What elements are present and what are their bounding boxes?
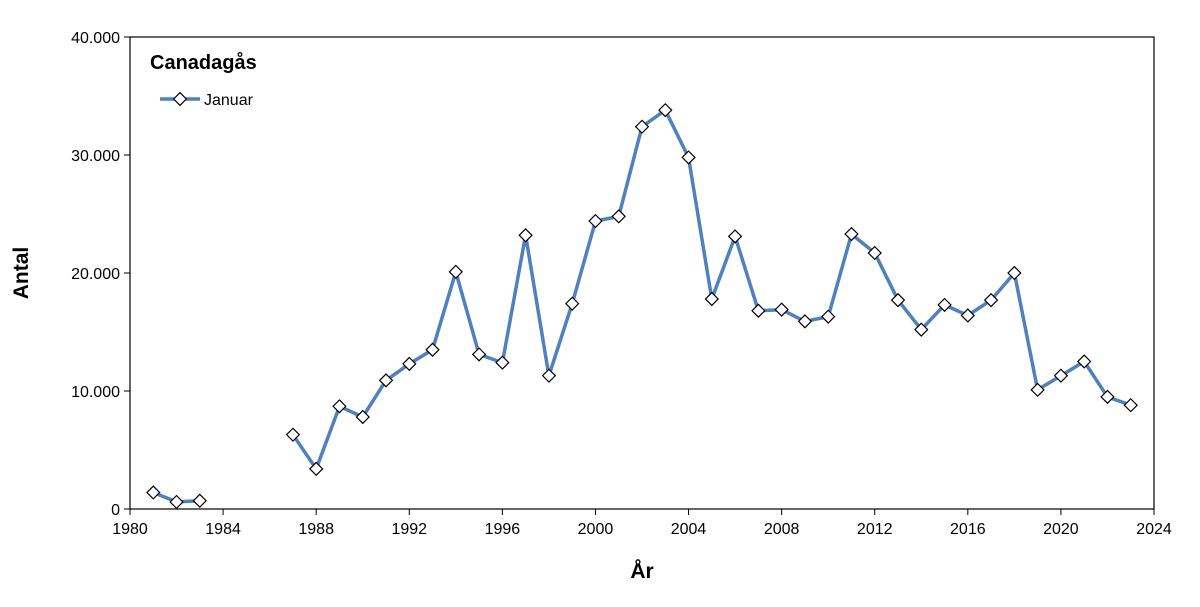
y-tick-label: 10.000 [71, 384, 120, 401]
data-point [1076, 354, 1092, 369]
data-point [914, 322, 929, 337]
x-tick-label: 2020 [1043, 521, 1079, 538]
legend-label: Januar [204, 92, 254, 109]
data-point [402, 356, 417, 372]
data-point [1007, 265, 1022, 281]
x-axis: 1980 1984 1988 1992 1996 2000 2004 2008 2012 2016… [112, 509, 1172, 538]
x-tick-label: 1996 [485, 521, 521, 538]
data-point [983, 292, 999, 308]
data-point [518, 228, 533, 243]
x-axis-title: År [630, 559, 653, 583]
data-point [751, 303, 766, 318]
data-point [541, 368, 557, 383]
data-point [285, 427, 301, 442]
x-tick-label: 1992 [391, 521, 427, 538]
data-point [634, 119, 650, 134]
data-point [1030, 382, 1045, 398]
x-tick-label: 2016 [950, 521, 986, 538]
x-tick-label: 2004 [671, 521, 707, 538]
x-tick-label: 2024 [1136, 521, 1172, 538]
series-layer [146, 102, 1138, 510]
data-point [1100, 389, 1115, 405]
data-point [588, 213, 603, 229]
data-point [797, 314, 813, 329]
x-tick-label: 2000 [578, 521, 614, 538]
data-point [332, 399, 347, 414]
y-tick-label: 20.000 [71, 266, 120, 283]
data-point [425, 342, 440, 357]
data-point [844, 226, 859, 242]
data-point [378, 373, 394, 388]
data-point [611, 209, 626, 224]
data-point [308, 461, 324, 477]
x-tick-label: 1980 [112, 521, 148, 538]
data-point [471, 347, 487, 362]
y-tick-label: 30.000 [71, 148, 120, 165]
data-point [1123, 397, 1138, 413]
data-point [681, 150, 696, 165]
data-point [564, 296, 580, 311]
y-tick-label: 0 [111, 502, 120, 519]
plot-area [129, 36, 1155, 510]
data-point [704, 291, 720, 307]
data-point [937, 297, 952, 313]
data-point [821, 309, 836, 324]
data-point [774, 302, 789, 317]
y-axis-title: Antal [10, 247, 33, 300]
data-point [867, 245, 882, 261]
data-point [169, 494, 184, 510]
data-point [890, 292, 906, 308]
data-point [960, 308, 976, 323]
legend: Januar [160, 91, 254, 109]
data-point [1053, 368, 1069, 383]
y-axis: 0 10.000 20.000 30.000 40.000 [71, 30, 130, 519]
data-point [146, 485, 161, 500]
chart-title: Canadagås [150, 51, 257, 74]
y-tick-label: 40.000 [71, 30, 120, 47]
data-point [355, 409, 370, 425]
x-tick-label: 1984 [205, 521, 241, 538]
x-tick-label: 2012 [857, 521, 893, 538]
x-tick-label: 1988 [298, 521, 334, 538]
data-point [192, 493, 207, 508]
data-point [448, 264, 464, 280]
data-point [727, 229, 743, 244]
x-tick-label: 2008 [764, 521, 800, 538]
data-point [658, 102, 673, 118]
data-point [495, 355, 510, 370]
legend-marker [172, 91, 188, 107]
